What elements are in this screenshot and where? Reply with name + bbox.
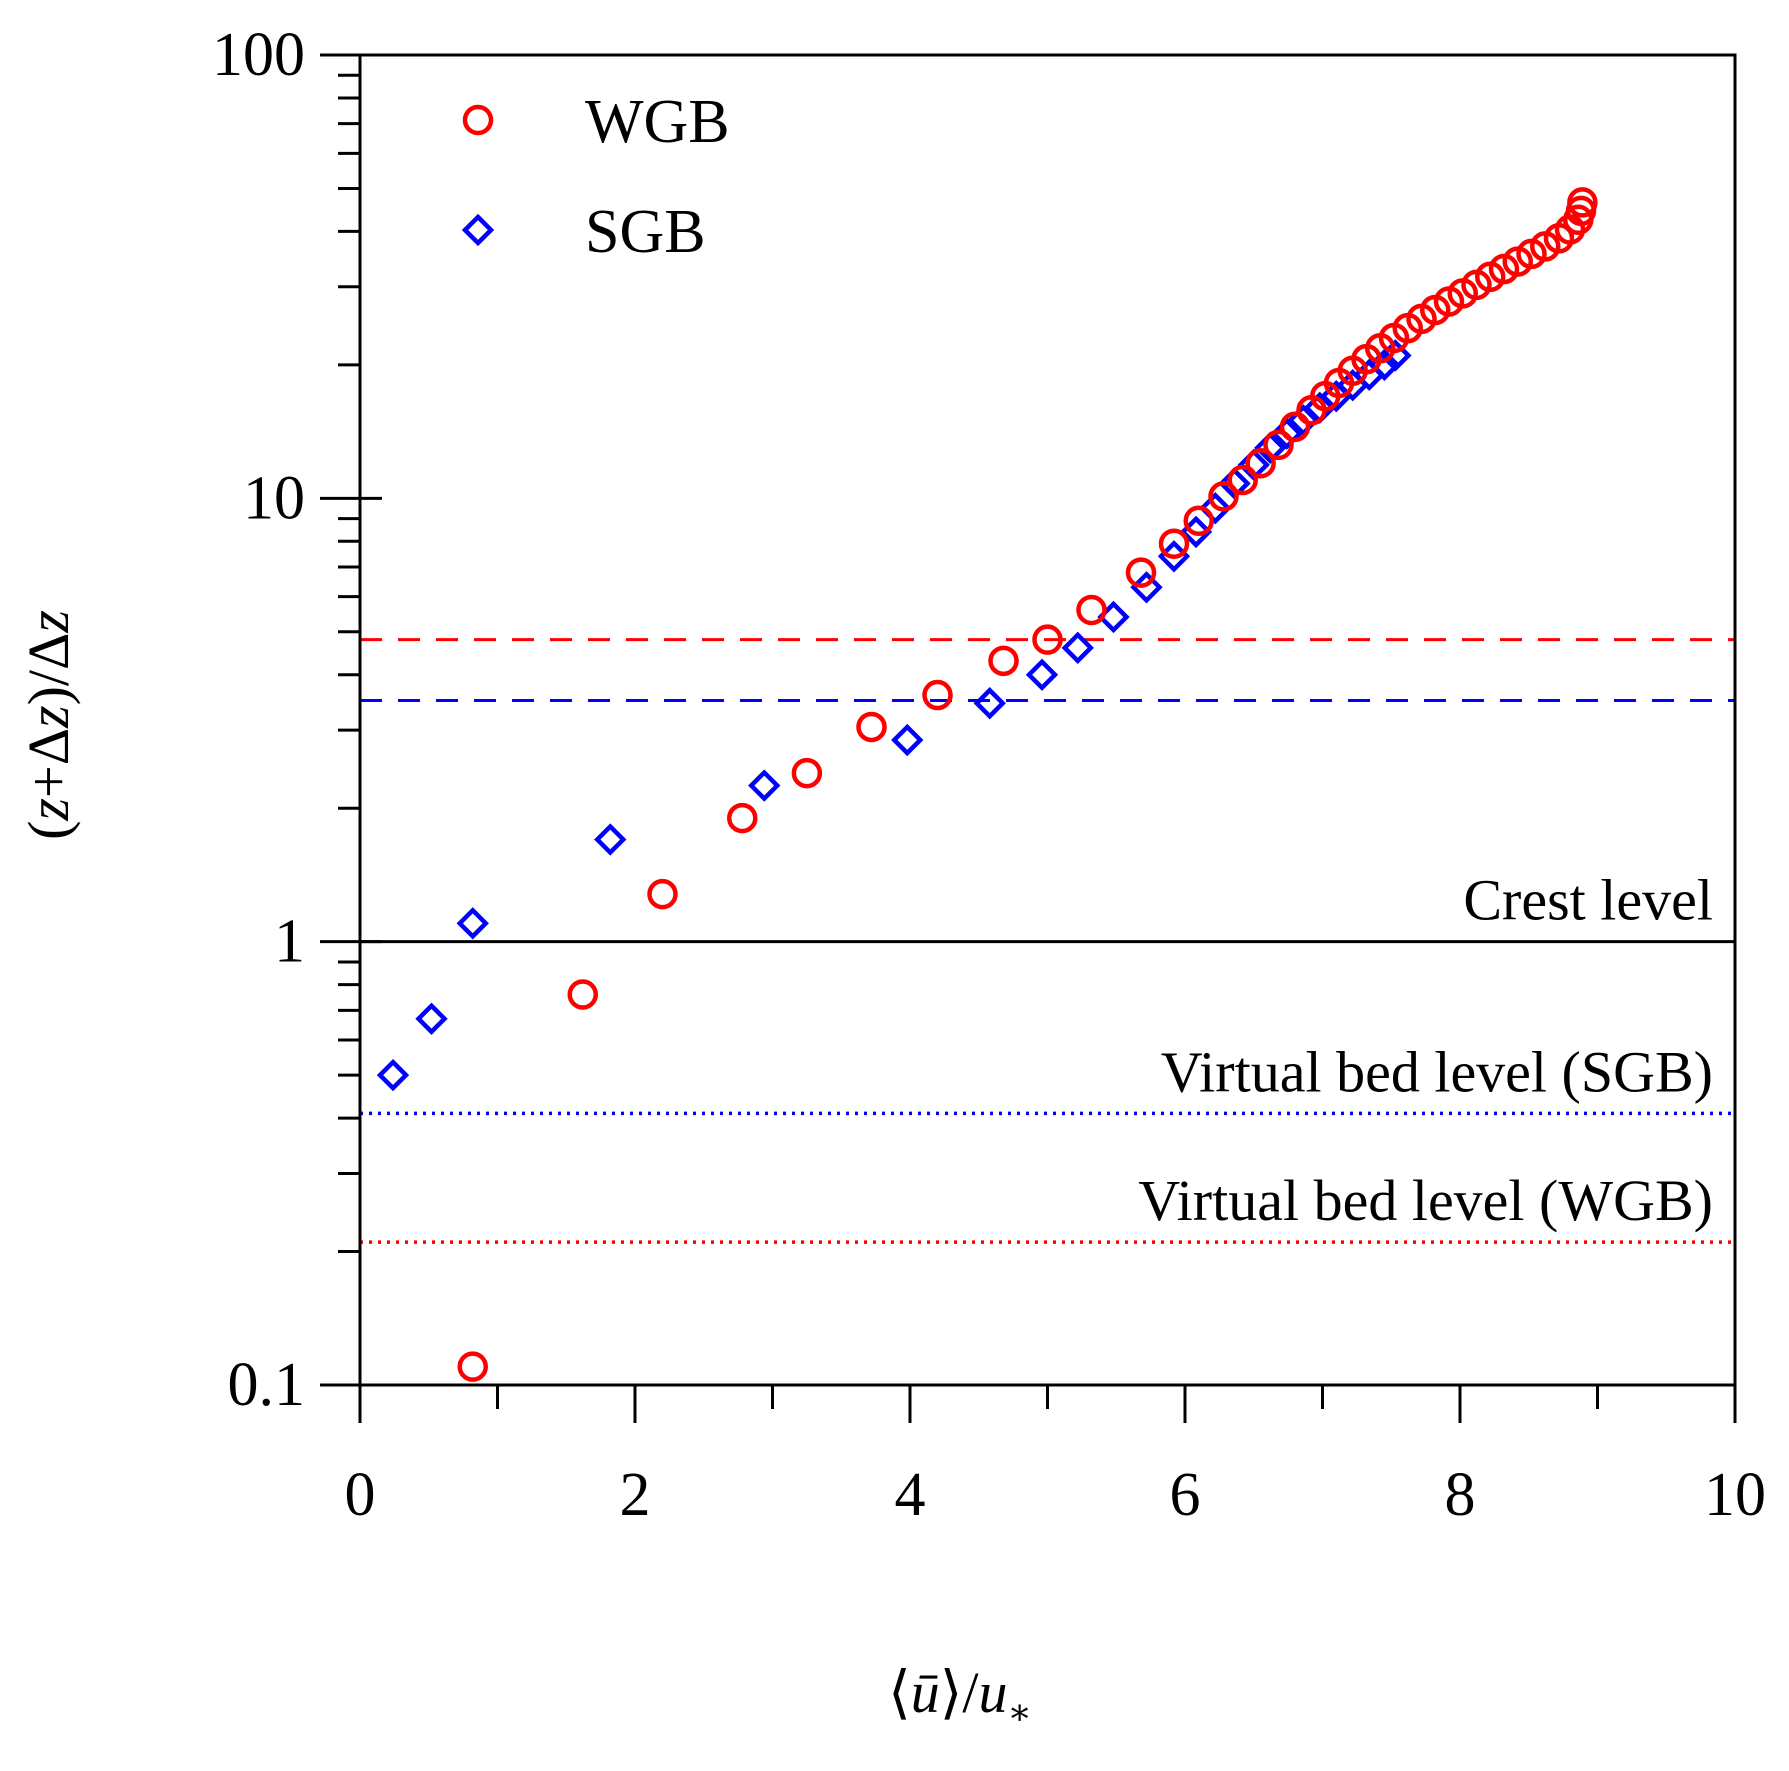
reference-lines: Crest level Virtual bed level (SGB) Virtua… xyxy=(360,638,1735,1244)
wgb-point xyxy=(1208,481,1239,512)
x-tick-label: 4 xyxy=(895,1461,926,1529)
sgb-point xyxy=(748,769,781,802)
sgb-point xyxy=(376,1058,410,1092)
y-tick-label: 0.1 xyxy=(228,1351,306,1419)
series-wgb xyxy=(457,187,1598,1382)
reference-line-label: Virtual bed level (SGB) xyxy=(1161,1039,1713,1104)
wgb-point xyxy=(1032,624,1063,655)
x-tick-label: 10 xyxy=(1704,1461,1766,1529)
ticks-layer: 0.1 1 10 100 0 2 4 6 8 10 xyxy=(212,21,1766,1529)
sgb-point xyxy=(891,723,924,757)
y-tick-label: 100 xyxy=(212,21,305,89)
x-tick-label: 6 xyxy=(1170,1461,1201,1529)
wgb-point xyxy=(1076,594,1107,626)
wgb-point xyxy=(856,711,887,743)
sgb-point xyxy=(415,1002,448,1035)
legend-marker-wgb xyxy=(462,104,494,136)
wgb-point xyxy=(457,1351,488,1382)
x-tick-label: 8 xyxy=(1445,1461,1476,1529)
sgb-point xyxy=(973,687,1006,720)
sgb-point xyxy=(1270,417,1303,450)
plot-frame xyxy=(358,53,1737,1387)
wgb-point xyxy=(1263,429,1294,461)
sgb-point xyxy=(1254,431,1287,465)
sgb-point xyxy=(1061,631,1094,665)
x-tick-label: 2 xyxy=(620,1461,651,1529)
legend-label-sgb: SGB xyxy=(585,198,706,266)
wgb-point xyxy=(1227,464,1258,496)
sgb-point xyxy=(594,823,627,856)
svg-text:(z+Δz)/Δz: (z+Δz)/Δz xyxy=(16,610,81,840)
wgb-point xyxy=(1183,505,1214,537)
wgb-point xyxy=(1125,557,1157,588)
reference-line-label: Virtual bed level (WGB) xyxy=(1138,1168,1713,1233)
sgb-point xyxy=(1199,492,1232,525)
wgb-point xyxy=(567,979,598,1010)
wgb-point xyxy=(922,679,953,711)
y-tick-label: 1 xyxy=(274,908,305,976)
svg-text:⟨ū⟩/u∗: ⟨ū⟩/u∗ xyxy=(888,1660,1032,1732)
wgb-point xyxy=(791,757,823,789)
legend-label-wgb: WGB xyxy=(585,88,730,156)
wgb-point xyxy=(727,802,758,834)
wgb-point xyxy=(1279,411,1311,443)
reference-line-label: Crest level xyxy=(1463,868,1713,933)
y-tick-label: 10 xyxy=(243,464,305,532)
wgb-point xyxy=(1567,187,1598,218)
legend: WGB SGB xyxy=(461,88,730,266)
y-axis-title: (z+Δz)/Δz xyxy=(16,610,81,840)
sgb-point xyxy=(1025,658,1059,691)
wgb-point xyxy=(988,645,1019,677)
wgb-point xyxy=(1245,447,1276,479)
legend-marker-sgb xyxy=(461,213,495,247)
data-points xyxy=(376,187,1598,1382)
x-axis-title: ⟨ū⟩/u∗ xyxy=(888,1660,1032,1732)
wgb-point xyxy=(647,878,678,910)
x-tick-label: 0 xyxy=(345,1461,376,1529)
wgb-point xyxy=(1158,528,1190,559)
sgb-point xyxy=(456,907,489,940)
